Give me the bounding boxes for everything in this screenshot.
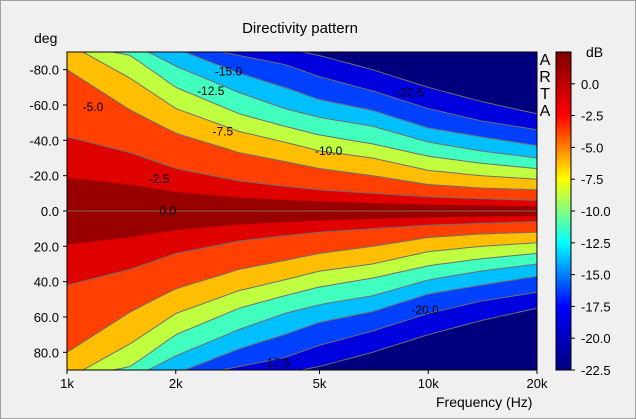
y-tick-label: -60.0	[29, 98, 59, 113]
colorbar-tick-label: -7.5	[581, 172, 603, 187]
contour-line	[109, 52, 537, 170]
contour-line	[218, 52, 537, 131]
contour-line	[109, 252, 537, 370]
contour-line	[183, 275, 537, 370]
y-tick-label: 60.0	[34, 310, 59, 325]
x-tick-label: 20k	[527, 376, 548, 391]
y-tick-label: -20.0	[29, 169, 59, 184]
contour-label: -17.5	[263, 356, 291, 370]
contour-line	[299, 52, 537, 115]
contour-line	[81, 242, 537, 370]
contour-label: -5.0	[83, 100, 104, 114]
heatmap-field	[67, 52, 537, 370]
contour-label: -10.0	[315, 144, 343, 158]
y-tick-label: 40.0	[34, 275, 59, 290]
colorbar	[555, 51, 572, 371]
contour-label: -7.5	[212, 125, 233, 139]
colorbar-tick-label: -10.0	[581, 204, 611, 219]
y-tick-label: -80.0	[29, 63, 59, 78]
colorbar-tick-label: -2.5	[581, 109, 603, 124]
y-tick-label: 0.0	[41, 204, 59, 219]
contour-label: -20.0	[411, 303, 439, 317]
colorbar-tick-label: -15.0	[581, 268, 611, 283]
colorbar-tick-label: -20.0	[581, 331, 611, 346]
contour-label: -15.0	[215, 64, 243, 78]
x-tick-label: 1k	[60, 376, 74, 391]
contour-label: -12.5	[197, 84, 225, 98]
x-axis-label: Frequency (Hz)	[436, 394, 533, 410]
y-tick-label: 20.0	[34, 239, 59, 254]
chart-title: Directivity pattern	[242, 20, 358, 37]
colorbar-label: dB	[586, 44, 604, 60]
arta-letter: R	[539, 69, 551, 86]
contour-label: -22.5	[396, 86, 424, 100]
y-tick-label: 80.0	[34, 345, 59, 360]
arta-letter: A	[539, 52, 551, 69]
contour-line	[146, 263, 537, 370]
contour-line	[81, 52, 537, 180]
colorbar-tick-label: -22.5	[581, 363, 611, 378]
contour-line	[67, 231, 537, 353]
contour-line	[67, 136, 537, 201]
contour-line	[183, 52, 537, 147]
contour-line	[67, 69, 537, 191]
colorbar-tick-label: -12.5	[581, 236, 611, 251]
x-tick-label: 2k	[169, 376, 183, 391]
contour-line	[67, 221, 537, 286]
colorbar-tick-label: -17.5	[581, 299, 611, 314]
contour-label: 0.0	[159, 204, 176, 218]
colorbar-tick-label: 0.0	[581, 77, 599, 92]
y-axis-label: deg	[34, 30, 58, 46]
y-tick-label: -40.0	[29, 133, 59, 148]
contour-line	[218, 291, 537, 370]
contour-line	[299, 307, 537, 370]
arta-letter: T	[540, 86, 550, 103]
contour-label: -2.5	[149, 172, 170, 186]
x-tick-label: 10k	[418, 376, 439, 391]
colorbar-tick-label: -5.0	[581, 140, 603, 155]
contour-line	[146, 52, 537, 159]
x-tick-label: 5k	[313, 376, 327, 391]
arta-letter: A	[539, 103, 551, 120]
